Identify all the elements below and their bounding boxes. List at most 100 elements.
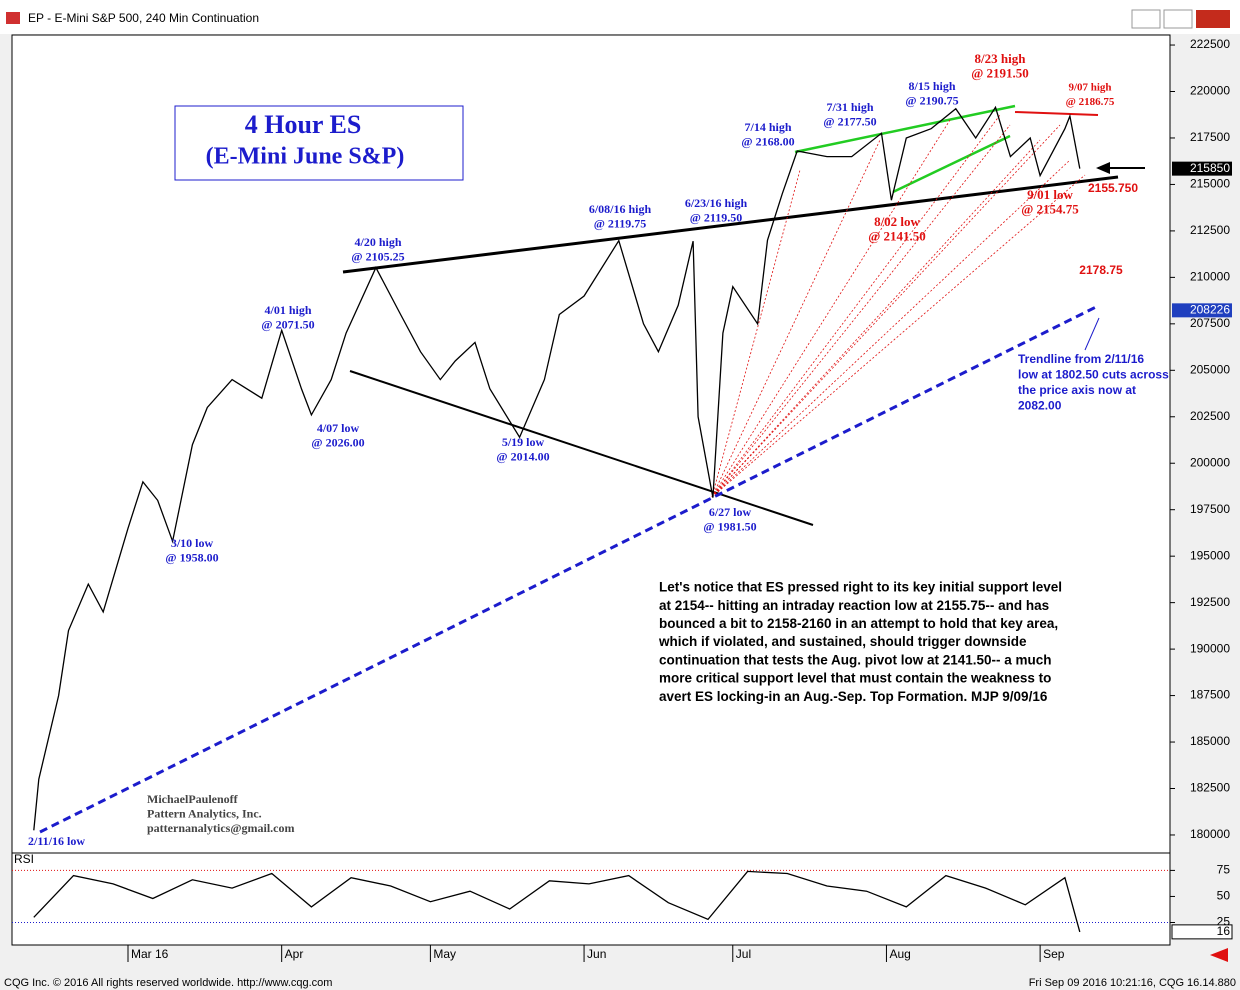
x-tick-label: Apr xyxy=(285,947,304,961)
footer-left: CQG Inc. © 2016 All rights reserved worl… xyxy=(4,977,332,989)
resistance-line xyxy=(342,175,1119,274)
annotation: @ 1981.50 xyxy=(703,519,756,533)
footer-right: Fri Sep 09 2016 10:21:16, CQG 16.14.880 xyxy=(1029,977,1236,989)
chart-subtitle: (E-Mini June S&P) xyxy=(206,144,405,170)
price-flag xyxy=(1172,303,1232,318)
annotation: @ 2168.00 xyxy=(741,134,794,148)
y-tick-label: 212500 xyxy=(1190,223,1230,237)
annotation: patternanalytics@gmail.com xyxy=(147,821,294,835)
annotation: Pattern Analytics, Inc. xyxy=(147,806,262,820)
annotation: 7/14 high xyxy=(744,120,791,134)
y-tick-label: 217500 xyxy=(1190,130,1230,144)
y-tick-label: 195000 xyxy=(1190,548,1230,562)
green-line xyxy=(794,104,1016,154)
scroll-arrow[interactable] xyxy=(1210,948,1228,962)
annotation: @ 2141.50 xyxy=(868,228,926,243)
x-tick-label: May xyxy=(433,947,456,961)
annotation: @ 2190.75 xyxy=(905,93,958,107)
annotation: 2082.00 xyxy=(1018,399,1062,413)
y-tick-label: 207500 xyxy=(1190,316,1230,330)
annotation: 4/07 low xyxy=(317,421,360,435)
y-tick-label: 75 xyxy=(1217,863,1231,877)
y-tick-label: 50 xyxy=(1217,889,1231,903)
fan-lines xyxy=(711,114,1086,498)
green-line xyxy=(892,134,1011,194)
commentary: more critical support level that must co… xyxy=(659,671,1051,686)
annotation: Trendline from 2/11/16 xyxy=(1018,352,1144,366)
annotation: @ 2191.50 xyxy=(971,65,1029,80)
x-tick-label: Sep xyxy=(1043,947,1065,961)
annotation: @ 2186.75 xyxy=(1066,96,1115,108)
annotation: 6/27 low xyxy=(709,505,752,519)
title-box xyxy=(174,105,464,181)
annotation: 4/01 high xyxy=(264,303,311,317)
minimize-button[interactable] xyxy=(1131,9,1161,29)
annotation: 4/20 high xyxy=(354,235,401,249)
chart-title: 4 Hour ES xyxy=(245,110,362,139)
window-title: EP - E-Mini S&P 500, 240 Min Continuatio… xyxy=(28,11,259,25)
price-flag xyxy=(1172,161,1232,176)
commentary: which if violated, and sustained, should… xyxy=(658,634,1027,649)
annotation: 6/08/16 high xyxy=(589,202,652,216)
annotation: @ 2119.75 xyxy=(594,216,647,230)
annotation: 9/07 high xyxy=(1068,82,1111,94)
annotation: MichaelPaulenoff xyxy=(147,792,239,806)
annotation: @ 2154.75 xyxy=(1021,201,1079,216)
y-tick-label: 210000 xyxy=(1190,270,1230,284)
support-line xyxy=(349,370,814,526)
commentary: at 2154-- hitting an intraday reaction l… xyxy=(659,598,1049,613)
annotation: 5/19 low xyxy=(502,435,545,449)
annotation: @ 2177.50 xyxy=(823,114,876,128)
annotation: @ 2105.25 xyxy=(351,249,404,263)
y-tick-label: 202500 xyxy=(1190,409,1230,423)
y-tick-label: 200000 xyxy=(1190,455,1230,469)
commentary: Let's notice that ES pressed right to it… xyxy=(659,580,1062,595)
annotation: 8/23 high xyxy=(975,51,1027,66)
annotation: 2155.750 xyxy=(1088,181,1138,195)
y-tick-label: 190000 xyxy=(1190,641,1230,655)
y-tick-label: 215000 xyxy=(1190,177,1230,191)
annotation: @ 2119.50 xyxy=(690,210,743,224)
arrow-head xyxy=(1096,162,1110,174)
y-tick-label: 197500 xyxy=(1190,502,1230,516)
annotation: low at 1802.50 cuts across xyxy=(1018,368,1169,382)
y-tick-label: 185000 xyxy=(1190,734,1230,748)
x-tick-label: Jun xyxy=(587,947,606,961)
y-tick-label: 182500 xyxy=(1190,781,1230,795)
y-tick-label: 222500 xyxy=(1190,37,1230,51)
annotation: @ 1958.00 xyxy=(165,550,218,564)
annotation: 7/31 high xyxy=(826,100,873,114)
last-flag-label: 16 xyxy=(1217,924,1231,938)
annotation: 9/01 low xyxy=(1027,187,1073,202)
pointer xyxy=(1084,317,1100,351)
plot-area xyxy=(11,34,1171,946)
maximize-button[interactable] xyxy=(1163,9,1193,29)
red-line xyxy=(1014,111,1099,116)
annotation: 8/15 high xyxy=(908,79,955,93)
trend-line xyxy=(39,304,1099,834)
annotation: @ 2026.00 xyxy=(311,435,364,449)
x-tick-label: Jul xyxy=(736,947,751,961)
annotation: 2178.75 xyxy=(1079,263,1123,277)
annotation: 3/10 low xyxy=(171,536,214,550)
y-tick-label: 180000 xyxy=(1190,827,1230,841)
annotation: 2/11/16 low xyxy=(28,834,85,848)
price-flag-label: 215850 xyxy=(1190,161,1230,175)
last-flag-box xyxy=(1171,924,1233,940)
annotation: @ 2071.50 xyxy=(261,317,314,331)
annotation: @ 2014.00 xyxy=(496,449,549,463)
y-tick-label: 187500 xyxy=(1190,688,1230,702)
price-flag-label: 208226 xyxy=(1190,303,1230,317)
x-tick-label: Mar 16 xyxy=(131,947,169,961)
y-tick-label: 192500 xyxy=(1190,595,1230,609)
app-icon xyxy=(6,12,20,24)
panel-title: RSI xyxy=(14,852,34,866)
x-tick-label: Aug xyxy=(889,947,910,961)
close-button[interactable] xyxy=(1196,10,1230,28)
commentary: avert ES locking-in an Aug.-Sep. Top For… xyxy=(659,689,1048,704)
annotation: 6/23/16 high xyxy=(685,196,748,210)
y-tick-label: 205000 xyxy=(1190,362,1230,376)
commentary: bounced a bit to 2158-2160 in an attempt… xyxy=(659,616,1058,631)
price-line xyxy=(33,105,1081,831)
